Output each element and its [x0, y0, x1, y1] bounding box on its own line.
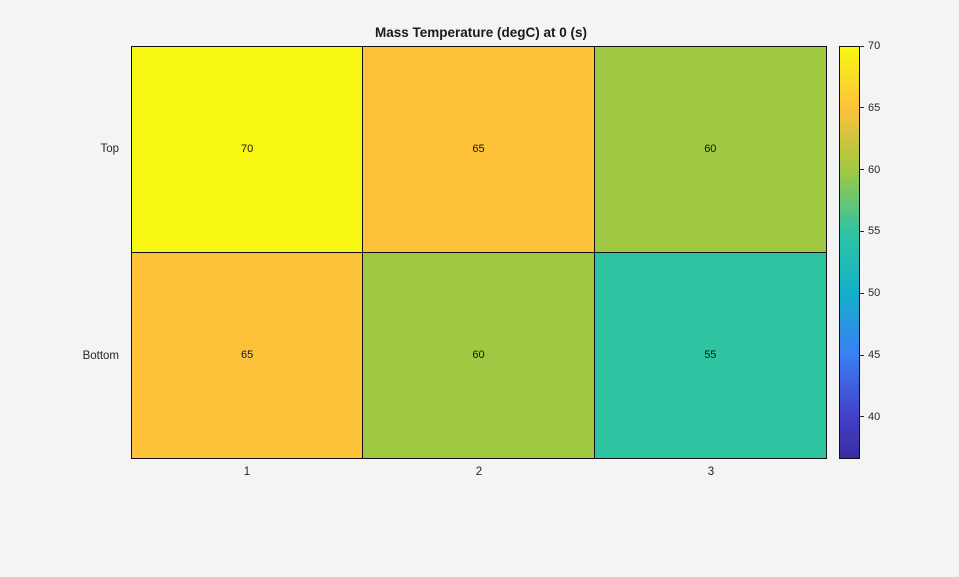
colorbar-tick-label: 55: [868, 225, 881, 238]
column-labels: 1 2 3: [131, 466, 827, 478]
colorbar-tick-mark: [860, 292, 864, 294]
chart-title: Mass Temperature (degC) at 0 (s): [374, 25, 588, 40]
heatmap-cell: 60: [594, 47, 826, 253]
colorbar-tick-label: 50: [868, 287, 881, 300]
colorbar-tick-mark: [860, 45, 864, 47]
heatmap-cell: 65: [132, 252, 364, 458]
column-label: 2: [475, 466, 483, 478]
column-label: 3: [707, 466, 715, 478]
row-label: Top: [100, 143, 119, 156]
row-label: Bottom: [82, 349, 119, 362]
heatmap-grid: 70 65 60 65 60 55: [131, 46, 827, 459]
heatmap-cell: 60: [363, 252, 595, 458]
colorbar-tick-label: 45: [868, 349, 881, 362]
colorbar-tick-label: 40: [868, 410, 881, 423]
colorbar-tick-mark: [860, 230, 864, 232]
heatmap-cell: 55: [594, 252, 826, 458]
colorbar: [839, 46, 860, 459]
colorbar-tick-mark: [860, 354, 864, 356]
colorbar-tick-label: 70: [868, 40, 881, 52]
heatmap-cell: 70: [132, 47, 364, 253]
column-label: 1: [243, 466, 251, 478]
colorbar-tick-mark: [860, 169, 864, 171]
heatmap-cell: 65: [363, 47, 595, 253]
row-labels: Top Bottom: [0, 46, 125, 459]
colorbar-tick-label: 65: [868, 101, 881, 114]
colorbar-tick-mark: [860, 107, 864, 109]
colorbar-tick-mark: [860, 416, 864, 418]
colorbar-ticks: 70 65 60 55 50 45 40: [860, 40, 930, 459]
time-slider[interactable]: 0 (s)20 (s)40 (s)60 (s)80 (s)100 (s)120 …: [0, 515, 959, 577]
colorbar-tick-label: 60: [868, 163, 881, 176]
